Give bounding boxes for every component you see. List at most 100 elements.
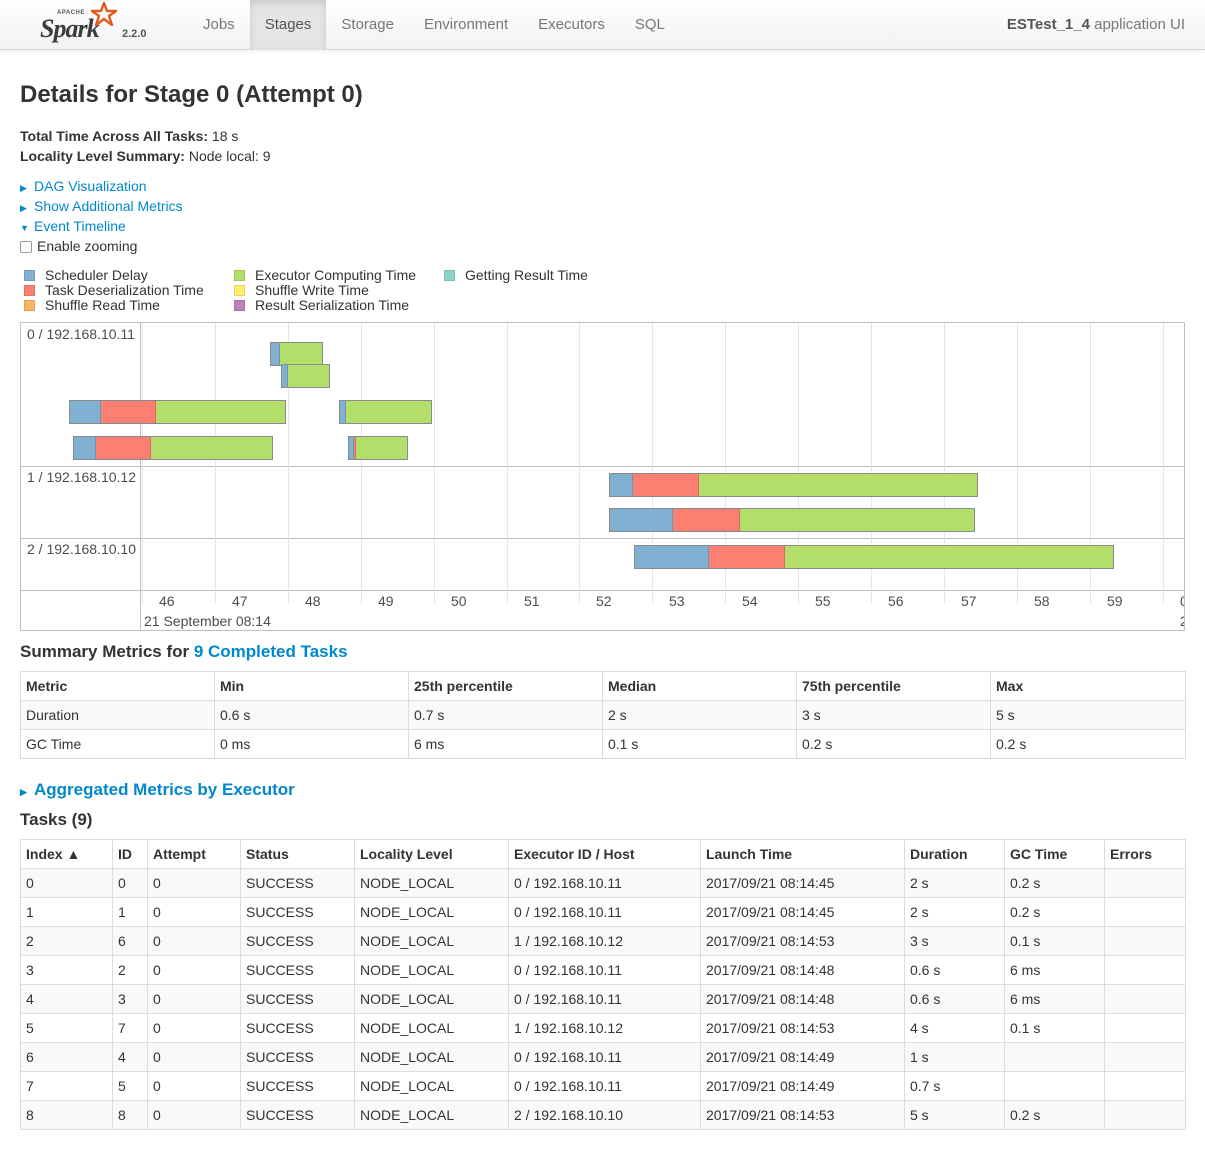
legend-swatch: [24, 270, 35, 281]
task-cell: 2017/09/21 08:14:53: [700, 1013, 905, 1043]
task-cell: NODE_LOCAL: [354, 955, 509, 985]
task-column-header[interactable]: Launch Time: [700, 839, 905, 869]
legend-swatch: [444, 270, 455, 281]
tasks-heading: Tasks (9): [20, 810, 93, 829]
task-column-header[interactable]: Errors: [1104, 839, 1186, 869]
task-cell: 4: [112, 1042, 148, 1072]
caret-right-icon: ▶: [20, 787, 27, 797]
summary-cell: 0 ms: [214, 729, 409, 759]
task-row: 6 4 0 SUCCESS NODE_LOCAL 0 / 192.168.10.11 201…: [20, 1042, 1186, 1072]
task-cell: NODE_LOCAL: [354, 1100, 509, 1130]
enable-zooming-checkbox[interactable]: [20, 241, 32, 253]
locality-value: Node local: 9: [184, 148, 271, 164]
summary-metrics-prefix: Summary Metrics for: [20, 642, 194, 661]
summary-metrics-table: Metric Min 25th percentile Median 75th perce…: [20, 671, 1186, 759]
timeline-axis-label: 53: [669, 593, 685, 609]
timeline-gridline: [798, 323, 799, 590]
task-cell: 0.6 s: [904, 955, 1005, 985]
task-cell: 2017/09/21 08:14:53: [700, 926, 905, 956]
task-bar[interactable]: [634, 545, 1114, 569]
logo-spark-text: Spark: [40, 14, 100, 43]
timeline-group-label: 0 / 192.168.10.11: [27, 326, 135, 342]
task-cell: 0.6 s: [904, 984, 1005, 1014]
task-bar[interactable]: [69, 400, 286, 424]
task-bar[interactable]: [339, 400, 432, 424]
task-bar[interactable]: [73, 436, 273, 460]
event-timeline-toggle[interactable]: ▼ Event Timeline: [20, 218, 126, 234]
aggregated-metrics-label: Aggregated Metrics by Executor: [34, 780, 295, 799]
summary-column-header: Min: [214, 671, 409, 701]
task-bar-segment: [633, 474, 699, 496]
timeline-axis-label: 48: [305, 593, 321, 609]
task-cell: SUCCESS: [240, 897, 355, 927]
timeline-axis-tick: [288, 590, 289, 604]
tab-jobs[interactable]: Jobs: [203, 16, 235, 33]
task-cell: NODE_LOCAL: [354, 926, 509, 956]
tab-storage[interactable]: Storage: [341, 16, 394, 33]
task-cell: 1: [20, 897, 113, 927]
task-bar-segment: [740, 509, 974, 531]
task-cell: 0 / 192.168.10.11: [508, 1042, 701, 1072]
task-cell: 2: [112, 955, 148, 985]
task-column-header[interactable]: Index ▲: [20, 839, 113, 869]
task-cell: 6 ms: [1004, 984, 1105, 1014]
spark-logo[interactable]: APACHE Spark 2.2.0: [38, 2, 158, 48]
task-cell: [1104, 1071, 1186, 1101]
tab-sql[interactable]: SQL: [634, 16, 665, 33]
spark-star-icon: [91, 2, 117, 26]
summary-column-header: Metric: [20, 671, 215, 701]
completed-tasks-link[interactable]: 9 Completed Tasks: [193, 642, 348, 661]
summary-row: GC Time 0 ms 6 ms 0.1 s 0.2 s 0.2 s: [20, 729, 1186, 759]
summary-cell: 3 s: [796, 700, 991, 730]
legend-swatch: [234, 285, 245, 296]
task-bar[interactable]: [348, 436, 408, 460]
task-column-header[interactable]: Locality Level: [354, 839, 509, 869]
task-column-header[interactable]: Status: [240, 839, 355, 869]
dag-visualization-toggle[interactable]: ▶ DAG Visualization: [20, 178, 147, 194]
tab-executors[interactable]: Executors: [538, 16, 605, 33]
timeline-axis-label: 56: [888, 593, 904, 609]
legend-label: Scheduler Delay: [45, 267, 148, 283]
task-column-header[interactable]: GC Time: [1004, 839, 1105, 869]
task-bar-segment: [635, 546, 709, 568]
total-time-value: 18 s: [208, 128, 239, 144]
task-bar[interactable]: [609, 473, 978, 497]
legend-item: Shuffle Write Time: [234, 283, 369, 298]
task-cell: SUCCESS: [240, 955, 355, 985]
task-column-header[interactable]: Duration: [904, 839, 1005, 869]
show-additional-metrics-label: Show Additional Metrics: [34, 198, 183, 214]
event-timeline[interactable]: 0 / 192.168.10.11 1 / 192.168.10.12 2 / 19…: [20, 322, 1185, 631]
task-column-header[interactable]: ID: [112, 839, 148, 869]
task-bar[interactable]: [281, 364, 330, 388]
legend-label: Getting Result Time: [465, 267, 588, 283]
task-bar-segment: [96, 437, 151, 459]
timeline-axis-label: 52: [596, 593, 612, 609]
timeline-axis-label: 58: [1034, 593, 1050, 609]
task-cell: 2017/09/21 08:14:53: [700, 1100, 905, 1130]
timeline-axis-label: 55: [815, 593, 831, 609]
timeline-axis-tick: [1163, 590, 1164, 604]
task-column-header[interactable]: Attempt: [147, 839, 241, 869]
task-cell: SUCCESS: [240, 1100, 355, 1130]
tab-stages[interactable]: Stages: [249, 0, 327, 50]
task-cell: 2017/09/21 08:14:49: [700, 1071, 905, 1101]
task-cell: [1004, 1042, 1105, 1072]
task-bar[interactable]: [609, 508, 975, 532]
legend-item: Scheduler Delay: [24, 268, 148, 283]
total-time-label: Total Time Across All Tasks:: [20, 128, 209, 144]
task-cell: [1004, 1071, 1105, 1101]
summary-column-header: 75th percentile: [796, 671, 991, 701]
timeline-gridline: [725, 323, 726, 590]
task-bar[interactable]: [270, 342, 323, 366]
task-cell: 0: [147, 955, 241, 985]
timeline-axis-tick: [215, 590, 216, 604]
nav-tabs: Jobs Stages Storage Environment Executors SQL: [188, 0, 680, 50]
task-cell: 8: [20, 1100, 113, 1130]
tab-environment[interactable]: Environment: [423, 16, 509, 33]
show-additional-metrics-toggle[interactable]: ▶ Show Additional Metrics: [20, 198, 183, 214]
task-cell: 0: [147, 1013, 241, 1043]
aggregated-metrics-toggle[interactable]: ▶ Aggregated Metrics by Executor: [20, 780, 295, 800]
task-column-header[interactable]: Executor ID / Host: [508, 839, 701, 869]
task-bar-segment: [699, 474, 977, 496]
task-cell: 5: [20, 1013, 113, 1043]
